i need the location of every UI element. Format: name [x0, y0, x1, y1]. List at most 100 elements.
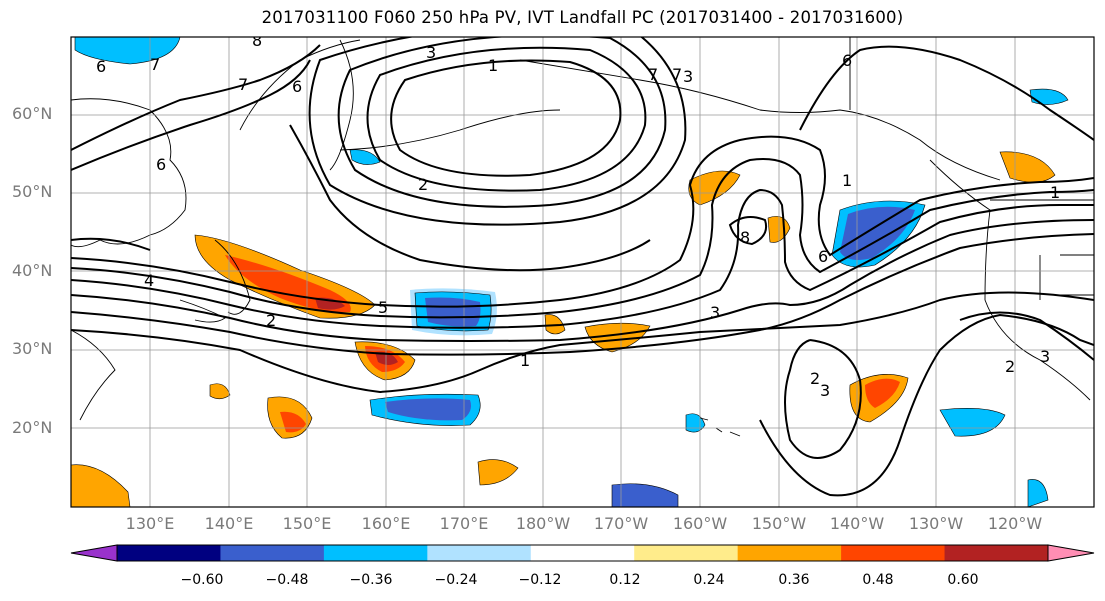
coastline-china: [71, 329, 116, 421]
lat-label-20n: 20°N: [12, 418, 53, 437]
contour-wave-3: [71, 188, 1094, 329]
map-frame: [70, 36, 1095, 508]
lon-label: 170°W: [593, 514, 649, 533]
colorbar-tick-label: −0.60: [180, 572, 224, 588]
colorbar-swatch: [323, 545, 428, 561]
colorbar-swatch: [737, 545, 842, 561]
contour-small-ring: [728, 215, 768, 246]
lon-label: 160°E: [361, 514, 411, 533]
positive-anomaly-small-3: [477, 459, 519, 486]
lat-label-40n: 40°N: [12, 261, 53, 280]
contour-label: 7: [648, 65, 658, 84]
colorbar-swatch: [220, 545, 325, 561]
positive-anomaly-small-7: [209, 383, 231, 400]
negative-anomaly-nw: [74, 37, 181, 65]
positive-anomaly-sw-max: [375, 351, 398, 365]
map-panel: 8 6 7 7 6 3 1 7 7 3 6 2 6 4 2 5 3 1 6 8 …: [71, 37, 1094, 507]
contour-closed-3: [337, 37, 667, 208]
contour-label: 7: [672, 65, 682, 84]
colorbar-tick-label: 0.12: [609, 572, 641, 588]
lon-label: 150°E: [282, 514, 332, 533]
contour-label: 7: [238, 75, 248, 94]
contours: [71, 37, 1094, 497]
contour-label: 1: [1050, 183, 1060, 202]
contour-label: 6: [156, 155, 166, 174]
lon-label: 130°E: [125, 514, 175, 533]
negative-anomaly-140w-core: [840, 206, 915, 260]
contour-label: 2: [418, 175, 428, 194]
contour-wave-5: [71, 233, 1094, 356]
colorbar-swatch: [117, 545, 221, 561]
contour-labels: 8 6 7 7 6 3 1 7 7 3 6 2 6 4 2 5 3 1 6 8 …: [96, 37, 1060, 400]
lon-label: 160°W: [672, 514, 728, 533]
lon-label: 180°W: [515, 514, 571, 533]
colorbar-swatch: [841, 545, 946, 561]
coastline-na-west: [929, 159, 1091, 401]
contour-label: 2: [266, 311, 276, 330]
negative-anomaly-small-4: [1029, 88, 1069, 105]
lon-label: 170°E: [439, 514, 489, 533]
contour-label: 1: [488, 56, 498, 75]
contour-east-2: [959, 311, 1094, 361]
colorbar-tick-label: 0.36: [778, 572, 810, 588]
contour-label: 5: [378, 298, 388, 317]
colorbar-tick-label: −0.24: [434, 572, 478, 588]
contour-label: 6: [842, 51, 852, 70]
lat-label-30n: 30°N: [12, 339, 53, 358]
colorbar-swatch: [634, 545, 739, 561]
colorbar-extend-left: [70, 544, 118, 562]
contour-label: 6: [292, 77, 302, 96]
coastline-japan: [179, 239, 251, 323]
negative-anomaly-170e-max: [425, 297, 481, 327]
border-canada-us: [990, 199, 1094, 300]
colorbar-swatch: [427, 545, 532, 561]
coastline-aleutians: [339, 109, 561, 151]
contour-label: 3: [820, 381, 830, 400]
negative-anomaly-20n-core: [385, 398, 471, 421]
positive-anomaly-small-4: [71, 464, 131, 507]
contour-label: 3: [710, 303, 720, 322]
contour-east-trough: [784, 339, 862, 459]
negative-anomaly-small-5: [349, 149, 381, 165]
lon-label: 150°W: [751, 514, 807, 533]
lon-label: 120°W: [987, 514, 1043, 533]
colorbar-tick-label: 0.48: [862, 572, 894, 588]
lat-label-60n: 60°N: [12, 104, 53, 123]
coastlines: [71, 37, 1094, 437]
positive-anomaly-165w: [688, 170, 741, 206]
contour-east-upper: [799, 45, 1094, 141]
contour-wave-2: [71, 158, 1094, 319]
colorbar-swatch: [944, 545, 1049, 561]
positive-anomaly-140w-core: [865, 378, 900, 408]
colorbar-tick-label: −0.12: [518, 572, 562, 588]
negative-anomaly-south: [611, 483, 679, 507]
contour-outer-north: [71, 44, 321, 151]
contour-wave-4: [71, 219, 1094, 342]
contour-label: 2: [810, 369, 820, 388]
lon-label: 140°E: [204, 514, 254, 533]
colorbar-tick-label: −0.48: [265, 572, 309, 588]
positive-anomaly-small-2: [999, 151, 1056, 183]
lon-label: 140°W: [829, 514, 885, 533]
colorbar-swatch: [530, 545, 635, 561]
colorbar-tick-label: 0.60: [947, 572, 979, 588]
contour-label: 3: [426, 43, 436, 62]
contour-label: 7: [150, 55, 160, 74]
colorbar: [70, 544, 1095, 562]
contour-wave-south: [71, 291, 1094, 394]
lon-label: 130°W: [908, 514, 964, 533]
contour-outer-west: [71, 124, 651, 272]
contour-label: 1: [520, 351, 530, 370]
contour-closed-2: [366, 46, 647, 192]
negative-anomaly-small-3: [1027, 479, 1049, 507]
contour-east-big: [759, 313, 1094, 497]
contour-label: 3: [1040, 347, 1050, 366]
contour-wave-1: [71, 135, 1094, 308]
contour-label: 4: [144, 271, 154, 290]
pv-shading: [71, 37, 1069, 507]
lat-label-50n: 50°N: [12, 182, 53, 201]
colorbar-extend-right: [1047, 544, 1095, 562]
colorbar-boxes: [116, 544, 1049, 562]
contour-label: 8: [740, 228, 750, 247]
